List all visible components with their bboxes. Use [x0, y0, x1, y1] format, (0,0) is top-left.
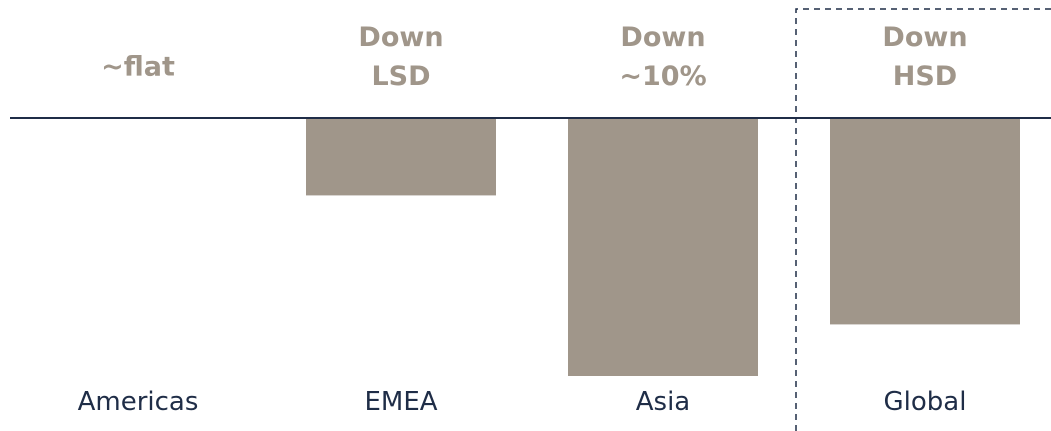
data-label-americas: ~flat [101, 52, 175, 83]
data-label-asia: Down ~10% [619, 22, 706, 92]
category-labels-group: Americas EMEA Asia Global [78, 387, 967, 417]
bar-asia [568, 118, 758, 376]
data-label-emea: Down LSD [358, 22, 443, 92]
bars-group [306, 118, 1020, 376]
category-label-emea: EMEA [364, 387, 437, 417]
bar-emea [306, 118, 496, 196]
category-label-asia: Asia [636, 387, 691, 417]
data-label-global: Down HSD [882, 22, 967, 92]
highlight-divider [795, 8, 1051, 431]
bar-global [830, 118, 1020, 325]
category-label-americas: Americas [78, 387, 199, 417]
data-labels-group: ~flat Down LSD Down ~10% Down HSD [101, 22, 967, 92]
category-label-global: Global [884, 387, 967, 417]
